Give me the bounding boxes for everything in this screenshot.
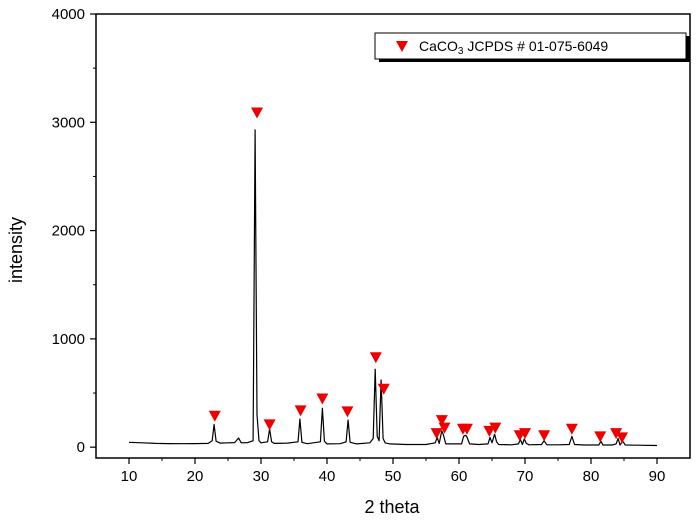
peak-marker: [489, 422, 502, 434]
legend-marker-icon: [396, 41, 408, 52]
peak-marker: [610, 428, 623, 440]
y-tick-label: 2000: [52, 223, 85, 240]
peak-marker: [538, 430, 551, 442]
x-tick-label: 90: [649, 468, 666, 485]
x-tick-label: 70: [517, 468, 534, 485]
x-tick-label: 50: [385, 468, 402, 485]
x-tick-label: 80: [583, 468, 600, 485]
peak-marker: [430, 428, 443, 440]
peak-marker: [369, 352, 382, 364]
peak-marker: [251, 107, 264, 119]
peak-marker: [483, 425, 496, 437]
x-tick-label: 20: [187, 468, 204, 485]
peak-marker: [377, 383, 390, 395]
x-axis-label: 2 theta: [364, 497, 420, 517]
peak-marker: [438, 422, 451, 434]
peak-marker: [263, 419, 276, 431]
y-tick-label: 3000: [52, 114, 85, 131]
x-tick-label: 10: [121, 468, 138, 485]
y-axis-label: intensity: [6, 217, 26, 283]
peak-marker: [565, 423, 578, 435]
peak-marker: [519, 428, 531, 440]
legend: CaCO3 JCPDS # 01-075-6049: [374, 32, 690, 62]
axes: 10 20 30 40 50 60 70 80 90 0 1000 2000 3000 4000: [52, 6, 691, 485]
peak-marker: [341, 406, 354, 418]
peak-marker: [435, 415, 448, 427]
y-tick-label: 0: [77, 439, 85, 456]
peak-marker: [294, 405, 307, 417]
peak-marker: [208, 410, 221, 422]
x-tick-label: 30: [253, 468, 270, 485]
plot-area: [128, 107, 658, 447]
series-line: [128, 129, 658, 447]
y-tick-label: 4000: [52, 6, 85, 23]
peak-marker: [594, 431, 607, 443]
peak-marker: [316, 393, 329, 405]
legend-box: [374, 32, 687, 60]
x-tick-label: 40: [319, 468, 336, 485]
peak-marker: [616, 432, 629, 444]
peak-marker: [460, 423, 473, 435]
y-tick-label: 1000: [52, 331, 85, 348]
plot-frame: [95, 13, 691, 459]
legend-label: CaCO3 JCPDS # 01-075-6049: [419, 38, 608, 57]
x-tick-label: 60: [451, 468, 468, 485]
